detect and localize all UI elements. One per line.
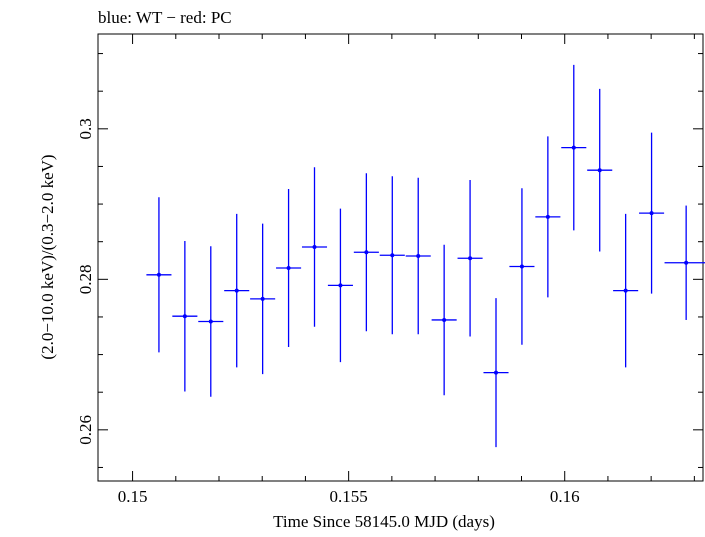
y-tick-label: 0.28 [76, 264, 95, 294]
data-point [405, 177, 431, 335]
data-marker [156, 272, 161, 277]
data-point [327, 208, 353, 363]
data-point [250, 223, 276, 375]
data-marker [390, 253, 395, 258]
data-point [379, 176, 405, 335]
x-tick-label: 0.16 [550, 487, 580, 506]
data-marker [623, 288, 628, 293]
data-point [509, 188, 535, 345]
data-marker [442, 317, 447, 322]
y-tick-label: 0.26 [76, 415, 95, 445]
data-marker [208, 319, 213, 324]
data-marker [312, 244, 317, 249]
data-marker [234, 288, 239, 293]
y-tick-label: 0.3 [76, 118, 95, 139]
data-marker [182, 314, 187, 319]
data-point [561, 64, 587, 231]
data-marker [519, 264, 524, 269]
data-point [457, 179, 483, 337]
data-marker [649, 211, 654, 216]
data-marker [338, 283, 343, 288]
x-axis-label: Time Since 58145.0 MJD (days) [273, 512, 495, 531]
data-marker [494, 370, 499, 375]
data-point [353, 173, 379, 332]
data-point [198, 246, 224, 397]
plot-frame [97, 33, 704, 482]
data-point [224, 213, 250, 368]
data-marker [571, 145, 576, 150]
data-marker [545, 214, 550, 219]
axes: 0.15 0.155 0.16 0.26 0.28 0.3 [76, 34, 703, 506]
data-marker [684, 260, 689, 265]
x-tick-label: 0.15 [118, 487, 148, 506]
data-marker [468, 256, 473, 261]
data-point [535, 136, 561, 298]
data-point [172, 240, 198, 392]
data-marker [416, 253, 421, 258]
data-marks [146, 64, 705, 448]
data-point [613, 213, 639, 368]
data-marker [597, 168, 602, 173]
x-tick-label: 0.155 [330, 487, 368, 506]
data-point [146, 197, 172, 353]
data-marker [364, 250, 369, 255]
data-point [483, 298, 509, 448]
y-axis-label: (2.0−10.0 keV)/(0.3−2.0 keV) [38, 154, 57, 359]
data-marker [286, 266, 291, 271]
data-point [431, 244, 457, 396]
chart-title: blue: WT − red: PC [98, 8, 232, 27]
data-point [276, 189, 302, 348]
data-point [664, 205, 705, 320]
data-point [639, 132, 665, 294]
data-point [301, 167, 328, 327]
data-marker [260, 296, 265, 301]
data-point [587, 88, 613, 252]
